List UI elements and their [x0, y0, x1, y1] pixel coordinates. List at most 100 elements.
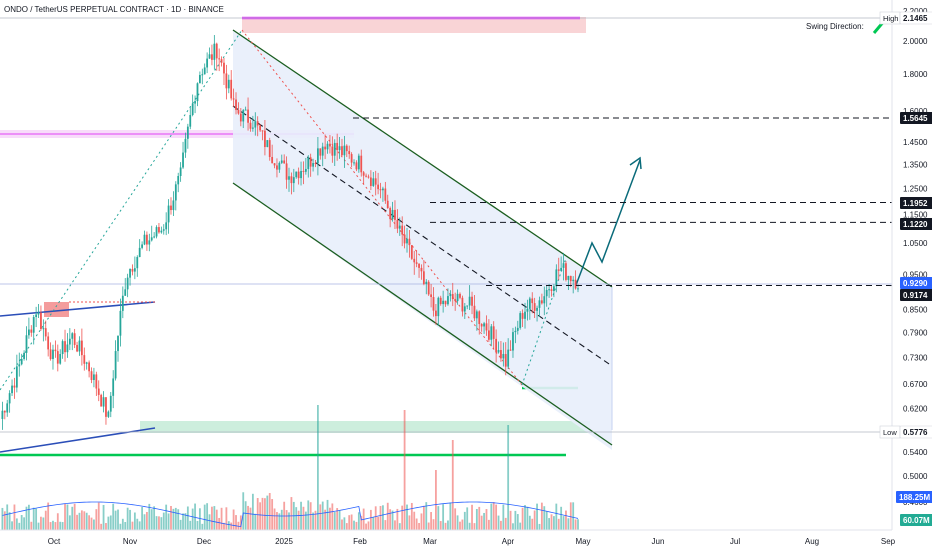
volume-bar — [420, 513, 423, 530]
candle-body — [572, 279, 575, 282]
volume-bar — [40, 516, 42, 530]
candle-body — [357, 155, 360, 170]
volume-bar — [100, 523, 103, 530]
volume-bar — [437, 506, 440, 530]
candle-body — [184, 138, 187, 153]
time-axis-bg — [0, 530, 932, 550]
candle-body — [372, 178, 375, 186]
candle-body — [95, 374, 98, 389]
candle-body — [468, 296, 471, 306]
candle-body — [278, 162, 281, 170]
volume-bar — [468, 522, 471, 530]
candle-body — [56, 351, 59, 364]
volume-bar — [427, 522, 430, 530]
volume-bar — [350, 514, 353, 530]
volume-bar — [52, 520, 54, 530]
candle-body — [146, 234, 148, 245]
volume-bar — [121, 518, 124, 530]
volume-bar — [155, 516, 158, 530]
candle-body — [112, 378, 115, 396]
price-badge-bg — [900, 289, 932, 301]
fib-dotted-left — [0, 29, 243, 391]
volume-bar — [394, 520, 396, 530]
price-badge-label: 2.1465 — [903, 14, 928, 23]
candle-body — [439, 297, 442, 305]
candle-body — [473, 305, 476, 319]
volume-bar — [475, 508, 478, 530]
volume-bar — [242, 492, 245, 530]
volume-bar — [574, 519, 577, 530]
volume-bar — [507, 425, 510, 530]
candle-body — [319, 148, 322, 156]
candle-body — [160, 230, 163, 233]
candle-body — [13, 385, 16, 388]
candle-body — [247, 109, 249, 123]
candle-body — [35, 314, 38, 317]
price-badge-label: 0.9290 — [903, 279, 928, 288]
volume-bar — [447, 520, 449, 530]
candle-body — [251, 127, 254, 129]
candle-body — [485, 323, 488, 331]
volume-bar — [314, 510, 317, 530]
candle-body — [107, 411, 110, 417]
candle-body — [396, 219, 399, 229]
candle-body — [215, 43, 218, 59]
volume-bar — [567, 518, 570, 530]
volume-bar — [444, 522, 447, 530]
volume-bar — [141, 506, 143, 530]
volume-bar — [6, 504, 9, 530]
candle-body — [203, 67, 206, 75]
candle-body — [119, 310, 122, 336]
channel-fill — [233, 30, 612, 450]
candle-body — [76, 344, 78, 352]
volume-bar — [353, 520, 355, 530]
volume-bar — [273, 508, 276, 530]
candle-body — [71, 333, 74, 339]
price-badge-label: 60.07M — [903, 516, 930, 525]
candle-body — [562, 263, 565, 268]
candle-body — [136, 257, 139, 269]
candle-body — [297, 171, 300, 179]
candle-body — [418, 263, 420, 268]
candle-body — [109, 395, 112, 412]
volume-bar — [355, 521, 358, 530]
candle-body — [59, 354, 62, 364]
volume-bar — [249, 507, 252, 530]
time-tick-label: Sep — [881, 537, 896, 546]
volume-bar — [478, 506, 481, 530]
volume-bar — [485, 509, 488, 530]
candle-body — [427, 281, 430, 295]
volume-bar — [247, 505, 249, 530]
candle-body — [304, 168, 307, 172]
volume-bar — [553, 516, 555, 530]
volume-bar — [182, 513, 184, 530]
volume-bar — [95, 509, 98, 530]
volume-bar — [369, 509, 372, 530]
candle-body — [211, 54, 213, 60]
candle-body — [548, 289, 550, 291]
projection-polyline — [575, 159, 641, 286]
volume-bar — [223, 522, 225, 530]
volume-bar — [225, 507, 228, 530]
volume-bar — [124, 521, 127, 530]
price-badge-bg — [896, 491, 932, 503]
price-badge-bg — [899, 11, 932, 25]
candle-body — [213, 43, 216, 60]
candle-body — [500, 350, 502, 359]
volume-bar — [165, 504, 168, 530]
candle-body — [273, 163, 276, 166]
candle-body — [413, 258, 416, 263]
candle-body — [408, 238, 411, 246]
candle-body — [288, 176, 290, 180]
volume-bar — [215, 509, 218, 530]
candle-body — [300, 170, 302, 179]
candle-body — [374, 178, 377, 185]
volume-bar — [254, 513, 257, 530]
candle-body — [170, 205, 172, 211]
volume-bar — [540, 502, 543, 530]
candle-body — [420, 267, 423, 272]
candle-body — [276, 165, 278, 170]
resistance-zone — [242, 17, 586, 33]
volume-bar — [406, 504, 408, 530]
